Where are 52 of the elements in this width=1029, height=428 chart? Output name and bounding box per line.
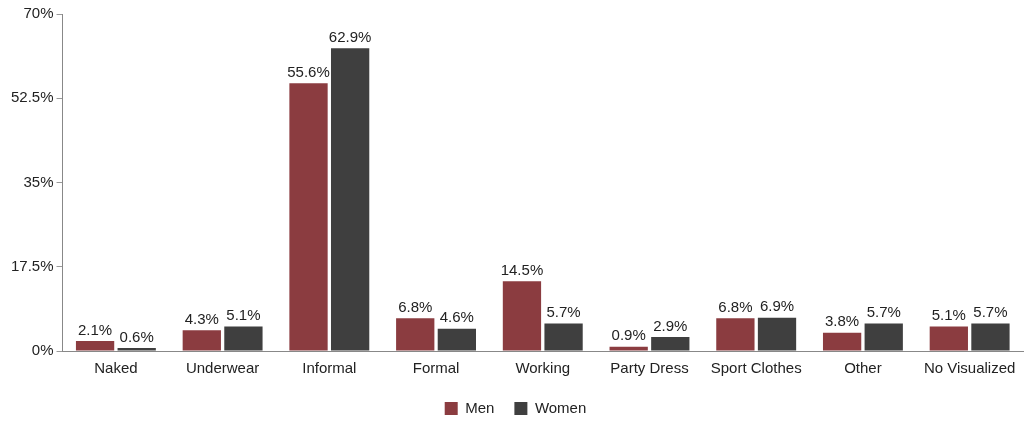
data-label: 5.1% (226, 306, 261, 324)
x-tick-label: Sport Clothes (710, 359, 802, 377)
bar (651, 337, 690, 351)
legend-label: Men (465, 398, 495, 416)
bar (971, 323, 1010, 351)
x-tick-label: No Visualized (923, 359, 1016, 377)
bar (502, 281, 542, 351)
bar (757, 317, 797, 351)
data-label: 6.8% (398, 297, 433, 315)
legend-label: Women (534, 398, 587, 416)
data-label: 5.7% (973, 303, 1008, 321)
y-tick-label: 52.5% (10, 88, 54, 106)
data-label: 4.6% (439, 308, 474, 326)
y-tick-label: 70% (23, 4, 54, 22)
data-label: 55.6% (287, 62, 330, 80)
data-label: 5.1% (931, 306, 966, 324)
x-tick-label: Underwear (185, 359, 260, 377)
x-tick-label: Other (844, 359, 882, 377)
data-label: 2.9% (653, 316, 688, 334)
bar (117, 348, 156, 351)
y-tick-label: 0% (31, 341, 54, 359)
bar (609, 346, 648, 351)
bar (330, 48, 370, 351)
bar (864, 323, 903, 351)
x-tick-label: Formal (412, 359, 460, 377)
bar (822, 332, 862, 351)
bar (396, 318, 435, 351)
bar (929, 326, 968, 351)
data-label: 0.9% (611, 326, 646, 344)
data-label: 0.6% (119, 327, 154, 345)
x-tick-label: Party Dress (610, 359, 689, 377)
data-label: 3.8% (825, 312, 860, 330)
data-label: 2.1% (77, 320, 113, 338)
y-tick-label: 35% (23, 172, 54, 190)
data-label: 14.5% (500, 260, 544, 278)
x-tick-label: Working (515, 359, 571, 377)
x-tick-label: Informal (302, 359, 357, 377)
data-label: 62.9% (328, 27, 372, 45)
data-label: 5.7% (866, 303, 901, 321)
y-tick-label: 17.5% (10, 256, 54, 274)
data-label: 5.7% (546, 303, 581, 321)
data-label: 4.3% (184, 309, 219, 327)
bar (182, 330, 221, 351)
bar (224, 326, 263, 351)
bar (75, 340, 115, 351)
bar (716, 318, 755, 351)
bar (289, 83, 328, 351)
x-tick-label: Naked (94, 359, 138, 377)
bar (544, 323, 583, 351)
data-label: 6.8% (718, 297, 753, 315)
bar (437, 328, 476, 351)
data-label: 6.9% (759, 297, 795, 315)
